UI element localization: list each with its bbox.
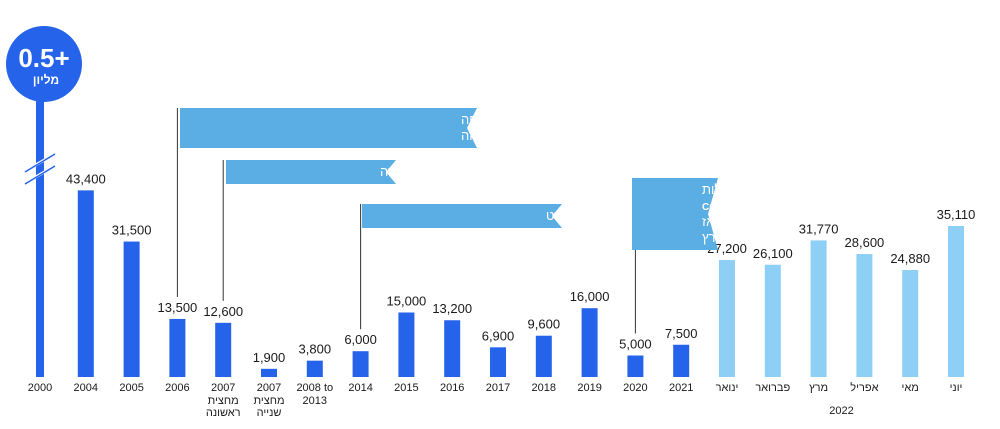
data-label-6: 3,800 <box>299 342 332 357</box>
bar-3 <box>169 318 186 377</box>
big-value-text: 0.5+ <box>18 43 69 73</box>
tick-label-12: 2019 <box>577 382 601 394</box>
data-label-14: 7,500 <box>665 326 698 341</box>
tick-label-6-line2: 2013 <box>303 395 327 407</box>
bar-4 <box>215 322 232 377</box>
bar-16 <box>764 264 781 377</box>
data-label-9: 13,200 <box>432 301 472 316</box>
data-label-7: 6,000 <box>344 332 377 347</box>
annotation-text-3-3: מרץ <box>702 230 724 245</box>
bar-20 <box>948 226 964 377</box>
axis-break-mark-upper <box>24 153 56 173</box>
tick-label-17: מרץ <box>809 382 828 394</box>
tick-label-4: 2007 <box>211 382 235 394</box>
bar-8 <box>398 312 415 377</box>
data-label-11: 9,600 <box>528 317 561 332</box>
tick-label-19: מאי <box>902 382 919 394</box>
bar-19 <box>902 270 919 377</box>
annotation-text-0-0: מרס 2006 – ישראל מפסיקה להכניס לשטחה <box>461 112 702 127</box>
tick-label-18: אפריל <box>850 381 878 394</box>
annotation-text-3-0: מגבלות <box>702 182 743 197</box>
tick-label-13: 2020 <box>623 382 647 394</box>
bar-14 <box>673 344 690 377</box>
annotation-text-1-0: יוני 2007 – המצור על עזה <box>380 164 518 179</box>
bar-12 <box>581 308 598 377</box>
big-value-unit: מליון <box>33 73 59 87</box>
data-label-8: 15,000 <box>387 294 427 309</box>
tick-label-20: יוני <box>950 382 963 394</box>
tick-label-4-line3: ראשונה <box>206 407 241 419</box>
group-label-2022: 2022 <box>829 405 853 417</box>
data-label-15: 27,200 <box>707 241 747 256</box>
bar-7 <box>352 351 369 377</box>
data-label-2: 31,500 <box>112 223 152 238</box>
data-label-1: 43,400 <box>66 171 106 186</box>
bar-9 <box>444 320 461 377</box>
tick-label-9: 2016 <box>440 382 464 394</box>
tick-label-16: פברואר <box>755 382 790 394</box>
data-label-12: 16,000 <box>570 289 610 304</box>
bar-6 <box>306 360 323 377</box>
data-label-4: 12,600 <box>203 304 243 319</box>
annotation-text-3-2: שהוטלו מאז <box>702 214 767 229</box>
bar-13 <box>627 355 644 377</box>
bar-17 <box>810 240 827 377</box>
annotation-box-2 <box>362 204 562 228</box>
tick-label-11: 2018 <box>532 382 556 394</box>
tick-label-3: 2006 <box>165 382 189 394</box>
bar-2 <box>123 241 140 377</box>
bar-5 <box>261 368 277 377</box>
tick-label-14: 2021 <box>669 382 693 394</box>
tick-label-15: ינואר <box>716 382 739 394</box>
tick-label-10: 2017 <box>486 382 510 394</box>
data-label-16: 26,100 <box>753 246 793 261</box>
data-label-5: 1,900 <box>253 350 286 365</box>
data-label-18: 28,600 <box>845 235 885 250</box>
data-label-10: 6,900 <box>482 328 515 343</box>
annotation-text-3-1: COVID-19 <box>702 202 749 213</box>
axis-break-mark-lower <box>24 165 56 185</box>
tick-label-4-line2: מחצית <box>208 395 239 407</box>
tick-label-8: 2015 <box>394 382 418 394</box>
tick-label-7: 2014 <box>348 382 372 394</box>
tick-label-1: 2004 <box>74 382 98 394</box>
tick-label-2: 2005 <box>119 382 143 394</box>
bar-0 <box>36 62 44 377</box>
bar-18 <box>856 254 873 377</box>
annotation-box-3 <box>632 178 718 250</box>
tick-label-5: 2007 <box>257 382 281 394</box>
bar-1 <box>77 190 94 377</box>
tick-label-6: 2008 to <box>296 382 333 394</box>
annotation-box-1 <box>226 160 396 184</box>
bar-10 <box>490 347 506 377</box>
tick-label-0: 2000 <box>28 382 52 394</box>
annotation-box-0 <box>180 108 477 148</box>
tick-label-5-line3: שנייה <box>257 407 282 419</box>
big-value-circle <box>6 26 82 102</box>
tick-label-5-line2: מחצית <box>253 395 284 407</box>
data-label-13: 5,000 <box>619 337 652 352</box>
bar-15 <box>719 260 735 377</box>
bar-11 <box>535 335 552 377</box>
data-label-20: 35,110 <box>937 207 976 222</box>
data-label-3: 13,500 <box>158 300 198 315</box>
data-label-17: 31,770 <box>799 221 839 236</box>
annotation-text-0-1: פועלים מעזה <box>461 128 531 143</box>
data-label-19: 24,880 <box>890 251 930 266</box>
